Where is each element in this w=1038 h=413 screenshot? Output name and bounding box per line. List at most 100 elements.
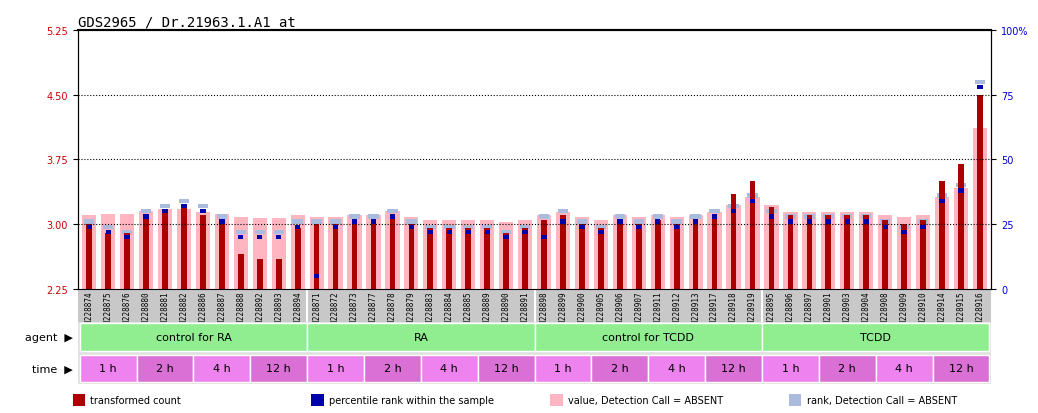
Bar (352, 220, 357, 289)
Bar (86, 225, 92, 289)
Text: GSM228874: GSM228874 (85, 291, 93, 332)
Text: 1 h: 1 h (554, 363, 572, 374)
Bar (162, 211, 168, 289)
Bar (200, 209, 206, 214)
Bar (977, 85, 983, 90)
Bar (688, 216, 703, 289)
Bar (614, 215, 625, 219)
Bar (236, 230, 246, 235)
Bar (404, 218, 418, 289)
Bar (86, 225, 92, 229)
Bar (105, 233, 111, 289)
Bar (804, 215, 815, 219)
Text: GSM228896: GSM228896 (786, 291, 795, 332)
Bar (618, 220, 623, 224)
Bar (556, 213, 570, 289)
Text: GDS2965 / Dr.21963.1.A1_at: GDS2965 / Dr.21963.1.A1_at (78, 16, 296, 30)
Bar (350, 215, 360, 219)
Bar (956, 184, 966, 188)
Bar (592, 355, 649, 382)
Bar (371, 220, 377, 289)
Bar (461, 220, 475, 289)
Bar (501, 230, 512, 235)
Bar (257, 259, 263, 289)
Bar (901, 225, 907, 289)
Text: 12 h: 12 h (721, 363, 746, 374)
Text: GSM228917: GSM228917 (710, 291, 719, 332)
Text: GSM228915: GSM228915 (956, 291, 965, 332)
Bar (705, 355, 762, 382)
Bar (901, 230, 907, 235)
Bar (234, 218, 248, 289)
Text: GSM228912: GSM228912 (673, 291, 681, 332)
Bar (137, 355, 193, 382)
Bar (196, 213, 210, 289)
Text: 4 h: 4 h (213, 363, 230, 374)
Bar (409, 225, 414, 229)
Text: GSM228916: GSM228916 (976, 291, 984, 332)
Bar (712, 215, 717, 219)
Text: agent  ▶: agent ▶ (25, 332, 73, 343)
Text: GSM228883: GSM228883 (426, 291, 435, 332)
Bar (313, 225, 320, 289)
Text: 1 h: 1 h (327, 363, 345, 374)
Text: 1 h: 1 h (100, 363, 117, 374)
Bar (84, 220, 94, 224)
Bar (158, 209, 172, 289)
Text: GSM228888: GSM228888 (237, 291, 245, 332)
Bar (727, 206, 741, 289)
Bar (406, 220, 416, 224)
Bar (426, 225, 436, 229)
Bar (821, 213, 836, 289)
Bar (557, 209, 568, 214)
Bar (409, 225, 414, 289)
Bar (788, 220, 793, 224)
Bar (503, 235, 509, 240)
Text: 12 h: 12 h (949, 363, 974, 374)
Bar (958, 189, 963, 193)
Bar (825, 216, 831, 289)
Bar (446, 230, 452, 235)
Text: TCDD: TCDD (861, 332, 892, 343)
Text: time  ▶: time ▶ (32, 363, 73, 374)
Bar (932, 355, 989, 382)
Bar (348, 216, 361, 289)
Bar (649, 355, 705, 382)
Bar (653, 215, 663, 219)
Text: GSM228906: GSM228906 (616, 291, 624, 332)
Text: GSM228892: GSM228892 (255, 291, 265, 332)
Bar (238, 255, 244, 289)
Bar (539, 215, 549, 219)
Bar (182, 204, 187, 209)
Text: GSM228905: GSM228905 (597, 291, 605, 332)
Text: RA: RA (413, 332, 429, 343)
Bar (295, 225, 300, 229)
Bar (598, 230, 603, 235)
Bar (366, 216, 381, 289)
Text: GSM228914: GSM228914 (937, 291, 947, 332)
Text: GSM228895: GSM228895 (767, 291, 776, 332)
Bar (764, 206, 778, 289)
Bar (579, 225, 584, 229)
Bar (428, 229, 433, 289)
Bar (784, 213, 797, 289)
Bar (876, 355, 932, 382)
Bar (692, 220, 699, 289)
Text: GSM228871: GSM228871 (312, 291, 321, 332)
Bar (632, 218, 646, 289)
Bar (160, 204, 170, 209)
Text: value, Detection Call = ABSENT: value, Detection Call = ABSENT (568, 395, 722, 405)
Text: 4 h: 4 h (895, 363, 913, 374)
Bar (520, 225, 530, 229)
Bar (840, 213, 854, 289)
Text: GSM228907: GSM228907 (634, 291, 644, 332)
Bar (73, 394, 85, 406)
Text: GSM228876: GSM228876 (122, 291, 132, 332)
Bar (921, 220, 926, 289)
Text: control for TCDD: control for TCDD (602, 332, 694, 343)
Bar (482, 225, 492, 229)
Bar (845, 216, 850, 289)
Bar (141, 209, 152, 214)
Bar (385, 211, 400, 289)
Bar (106, 230, 111, 235)
